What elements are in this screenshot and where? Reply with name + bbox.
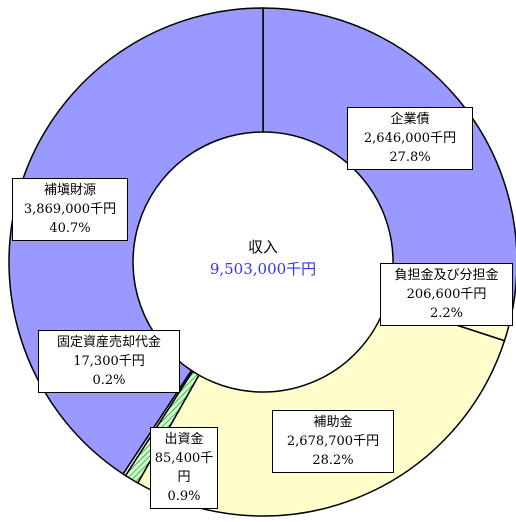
percent-label: 40.7% — [49, 221, 91, 236]
percent-label: 28.2% — [312, 453, 354, 468]
data-label: 出資金 85,400千円 0.9% — [150, 427, 218, 509]
value-label: 17,300千円 — [73, 354, 145, 369]
data-label: 負担金及び分担金 206,600千円 2.2% — [380, 263, 513, 326]
category-label: 企業債 — [390, 112, 430, 127]
value-label: 206,600千円 — [406, 287, 487, 302]
value-label: 2,646,000千円 — [363, 131, 457, 146]
data-label: 補塡財源 3,869,000千円 40.7% — [12, 178, 128, 241]
category-label: 負担金及び分担金 — [394, 268, 499, 283]
category-label: 補助金 — [313, 415, 353, 430]
category-label: 補塡財源 — [43, 183, 96, 198]
percent-label: 2.2% — [429, 306, 464, 321]
total-label: 9,503,000千円 — [209, 260, 317, 278]
data-label: 固定資産売却代金 17,300千円 0.2% — [38, 330, 180, 393]
percent-label: 0.9% — [167, 489, 201, 504]
value-label: 3,869,000千円 — [23, 202, 117, 217]
data-label: 企業債 2,646,000千円 27.8% — [347, 107, 473, 170]
percent-label: 0.2% — [92, 373, 126, 388]
center-title: 収入 — [247, 238, 278, 256]
value-label: 2,678,700千円 — [286, 434, 380, 449]
category-label: 出資金 — [164, 432, 204, 447]
category-label: 固定資産売却代金 — [56, 335, 161, 350]
data-label: 補助金 2,678,700千円 28.2% — [272, 410, 394, 473]
value-label: 85,400千円 — [154, 451, 214, 485]
center-label: 収入 9,503,000千円 — [163, 236, 363, 280]
percent-label: 27.8% — [389, 150, 431, 165]
